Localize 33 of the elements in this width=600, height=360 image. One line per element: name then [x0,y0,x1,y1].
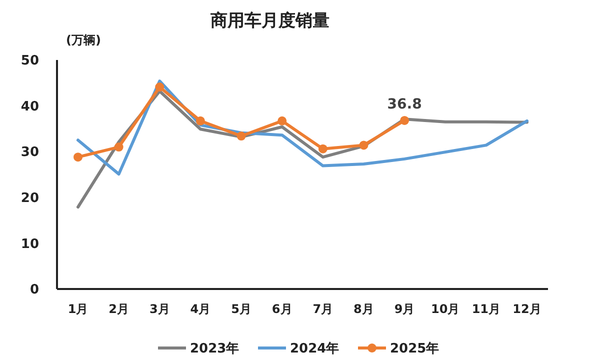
x-tick-label: 5月 [231,302,252,316]
x-tick-label: 12月 [512,302,542,316]
point [236,132,246,141]
x-tick-label: 7月 [312,302,334,316]
point [114,142,124,152]
x-tick-label: 6月 [272,302,292,316]
x-tick-label: 2月 [108,302,129,316]
y-tick-label: 30 [20,145,39,160]
data-label: 36.8 [387,96,422,112]
legend-label: 2024年 [290,342,340,357]
point [155,82,164,92]
point [318,144,328,154]
x-tick-label: 4月 [190,302,211,316]
y-tick-label: 0 [30,282,39,298]
y-axis-title: (万辆) [66,33,101,47]
chart-title: 商用车月度销量 [210,11,330,31]
y-tick-label: 10 [20,236,39,252]
legend-label: 2023年 [190,342,240,357]
legend-label: 2025年 [390,342,440,357]
x-tick-label: 8月 [354,302,374,316]
point [400,116,410,125]
y-tick-label: 20 [20,190,39,206]
x-tick-label: 11月 [472,302,501,316]
point [74,152,82,162]
x-tick-label: 3月 [149,302,170,316]
point [196,116,205,126]
x-tick-label: 9月 [394,302,415,316]
y-tick-label: 40 [20,99,39,114]
y-tick-label: 50 [20,54,39,69]
point [359,140,368,150]
x-tick-label: 10月 [431,302,460,316]
point [278,116,287,126]
x-tick-label: 1月 [68,302,88,316]
